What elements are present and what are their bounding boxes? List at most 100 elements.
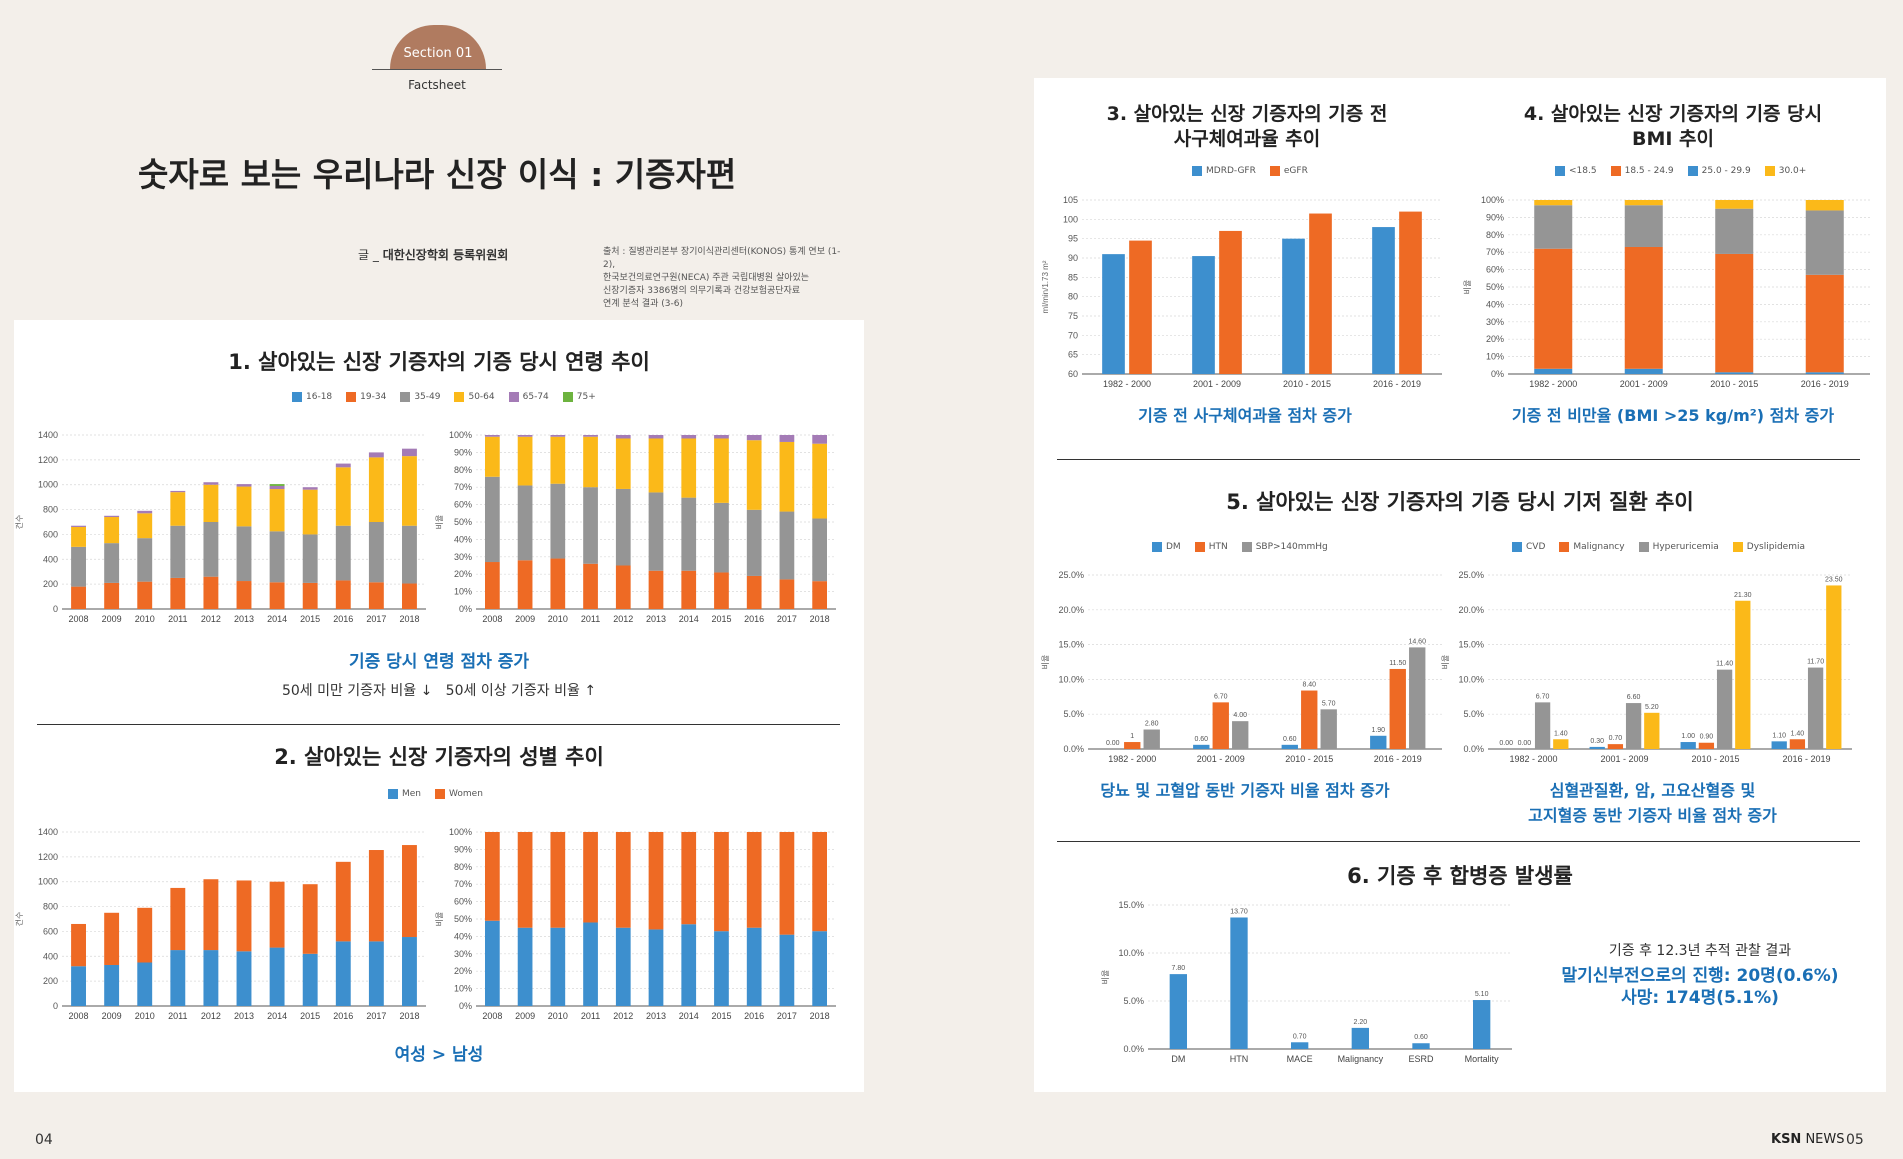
x-tick-label: 2018	[399, 614, 419, 624]
bar-segment	[335, 463, 351, 468]
x-tick-label: 2001 - 2009	[1193, 379, 1241, 389]
data-label: 7.80	[1172, 965, 1186, 972]
legend-item: DM	[1152, 542, 1181, 552]
legend-item: 75+	[562, 392, 596, 402]
bar	[1771, 741, 1787, 749]
bar-segment	[648, 435, 664, 439]
chart-cvd: 0.0% 5.0% 10.0% 15.0% 20.0% 25.0% 비율 1982 - 200…	[1441, 570, 1852, 764]
s4-title: 4. 살아있는 신장 기증자의 기증 당시 BMI 추이	[1523, 103, 1823, 150]
x-tick-label: 2009	[515, 614, 535, 624]
x-tick-label: 2016 - 2019	[1374, 754, 1422, 764]
bar-segment	[203, 950, 219, 1006]
bar-segment	[71, 546, 86, 587]
x-tick-label: 2010	[548, 1011, 568, 1021]
bar-segment	[485, 476, 500, 563]
bar-segment	[714, 502, 729, 573]
y-tick-label: 800	[43, 505, 58, 515]
bar-segment	[71, 966, 86, 1006]
x-tick-label: 2010 - 2015	[1283, 379, 1331, 389]
bar-segment	[714, 438, 729, 503]
bar	[1625, 703, 1642, 749]
bar-segment	[170, 577, 186, 609]
bar-segment	[104, 543, 120, 583]
bar-segment	[812, 443, 827, 519]
bar-segment	[485, 920, 500, 1006]
bar-segment	[402, 845, 417, 938]
data-label: 0.70	[1293, 1033, 1307, 1040]
page-number-right: 05	[1846, 1132, 1864, 1148]
legend-item: Malignancy	[1559, 542, 1625, 552]
source-note: 출처 : 질병관리본부 장기이식관리센터(KONOS) 통계 연보 (1-2),…	[603, 247, 841, 309]
bar-segment	[746, 575, 762, 609]
x-tick-label: 2014	[679, 614, 699, 624]
y-tick-label: 10%	[1486, 352, 1504, 362]
bar-segment	[335, 467, 351, 526]
data-label: 0.70	[1609, 735, 1623, 742]
bar	[1473, 1000, 1491, 1049]
bar-segment	[368, 457, 384, 522]
x-tick-label: Malignancy	[1338, 1054, 1384, 1064]
s6-result: 말기신부전으로의 진행: 20명(0.6%) 사망: 174명(5.1%)	[1561, 966, 1839, 1008]
bar	[1102, 254, 1125, 374]
legend-item: Men	[388, 789, 421, 799]
x-tick-label: 2010 - 2015	[1710, 379, 1758, 389]
data-label: 0.60	[1194, 736, 1208, 743]
bar-segment	[170, 490, 186, 493]
legend-item: 18.5 - 24.9	[1610, 166, 1674, 176]
bar-segment	[517, 435, 533, 437]
y-tick-label: 60	[1068, 369, 1078, 379]
y-axis-label: ml/min/1.73 m²	[1041, 260, 1050, 313]
x-tick-label: 2008	[69, 1011, 89, 1021]
x-tick-label: 2008	[482, 1011, 502, 1021]
bar	[1193, 744, 1210, 749]
legend-item: Hyperuricemia	[1638, 542, 1719, 552]
y-tick-label: 90%	[454, 844, 472, 854]
y-tick-label: 1000	[38, 877, 58, 887]
x-tick-label: HTN	[1230, 1054, 1249, 1064]
bar-segment	[681, 832, 697, 925]
y-tick-label: 60%	[454, 500, 472, 510]
y-axis-label: 건수	[14, 515, 24, 530]
x-tick-label: 2010	[135, 1011, 155, 1021]
bar-segment	[269, 947, 285, 1006]
y-tick-label: 20%	[454, 569, 472, 579]
data-label: 1.00	[1681, 733, 1695, 740]
bar-segment	[137, 962, 153, 1006]
chart-age-count: 0 200 400 600 800 1000 1200 1400 건수 2008 2009 2010 2…	[14, 430, 426, 624]
bar-segment	[681, 924, 697, 1006]
x-tick-label: 2011	[581, 614, 600, 624]
bar-segment	[615, 438, 631, 489]
x-tick-label: 2016	[744, 614, 764, 624]
s5-title: 5. 살아있는 신장 기증자의 기증 당시 기저 질환 추이	[1226, 490, 1694, 514]
bar	[1716, 669, 1733, 749]
x-tick-label: 1982 - 2000	[1103, 379, 1151, 389]
s1-caption: 기증 당시 연령 점차 증가	[348, 652, 530, 672]
bar-segment	[648, 929, 664, 1006]
data-label: 2.20	[1354, 1019, 1368, 1026]
bar	[1129, 240, 1152, 374]
bar-segment	[170, 525, 186, 578]
s6-note: 기증 후 12.3년 추적 관찰 결과	[1608, 943, 1792, 959]
y-tick-label: 80%	[454, 862, 472, 872]
x-tick-label: 2008	[69, 614, 89, 624]
data-label: 14.60	[1408, 638, 1426, 645]
s3-title: 3. 살아있는 신장 기증자의 기증 전 사구체여과율 추이	[1106, 103, 1388, 150]
y-tick-label: 200	[43, 579, 58, 589]
bar-segment	[1805, 274, 1844, 373]
bar-segment	[302, 487, 318, 490]
bar-segment	[170, 950, 186, 1006]
y-axis-label: 건수	[14, 912, 24, 927]
bar	[1281, 744, 1298, 749]
y-axis-label: 비율	[1463, 280, 1472, 295]
bar-segment	[517, 927, 533, 1006]
y-tick-label: 0.0%	[1063, 744, 1084, 754]
data-label: 11.70	[1807, 659, 1824, 666]
bar-segment	[746, 832, 762, 928]
x-tick-label: 2016 - 2019	[1782, 754, 1830, 764]
legend-item: Women	[435, 789, 483, 799]
legend-item: 16-18	[292, 392, 332, 402]
y-tick-label: 0%	[459, 1001, 472, 1011]
bar	[1169, 974, 1187, 1049]
bar-segment	[746, 435, 762, 441]
s3-caption: 기증 전 사구체여과율 점차 증가	[1138, 406, 1352, 425]
